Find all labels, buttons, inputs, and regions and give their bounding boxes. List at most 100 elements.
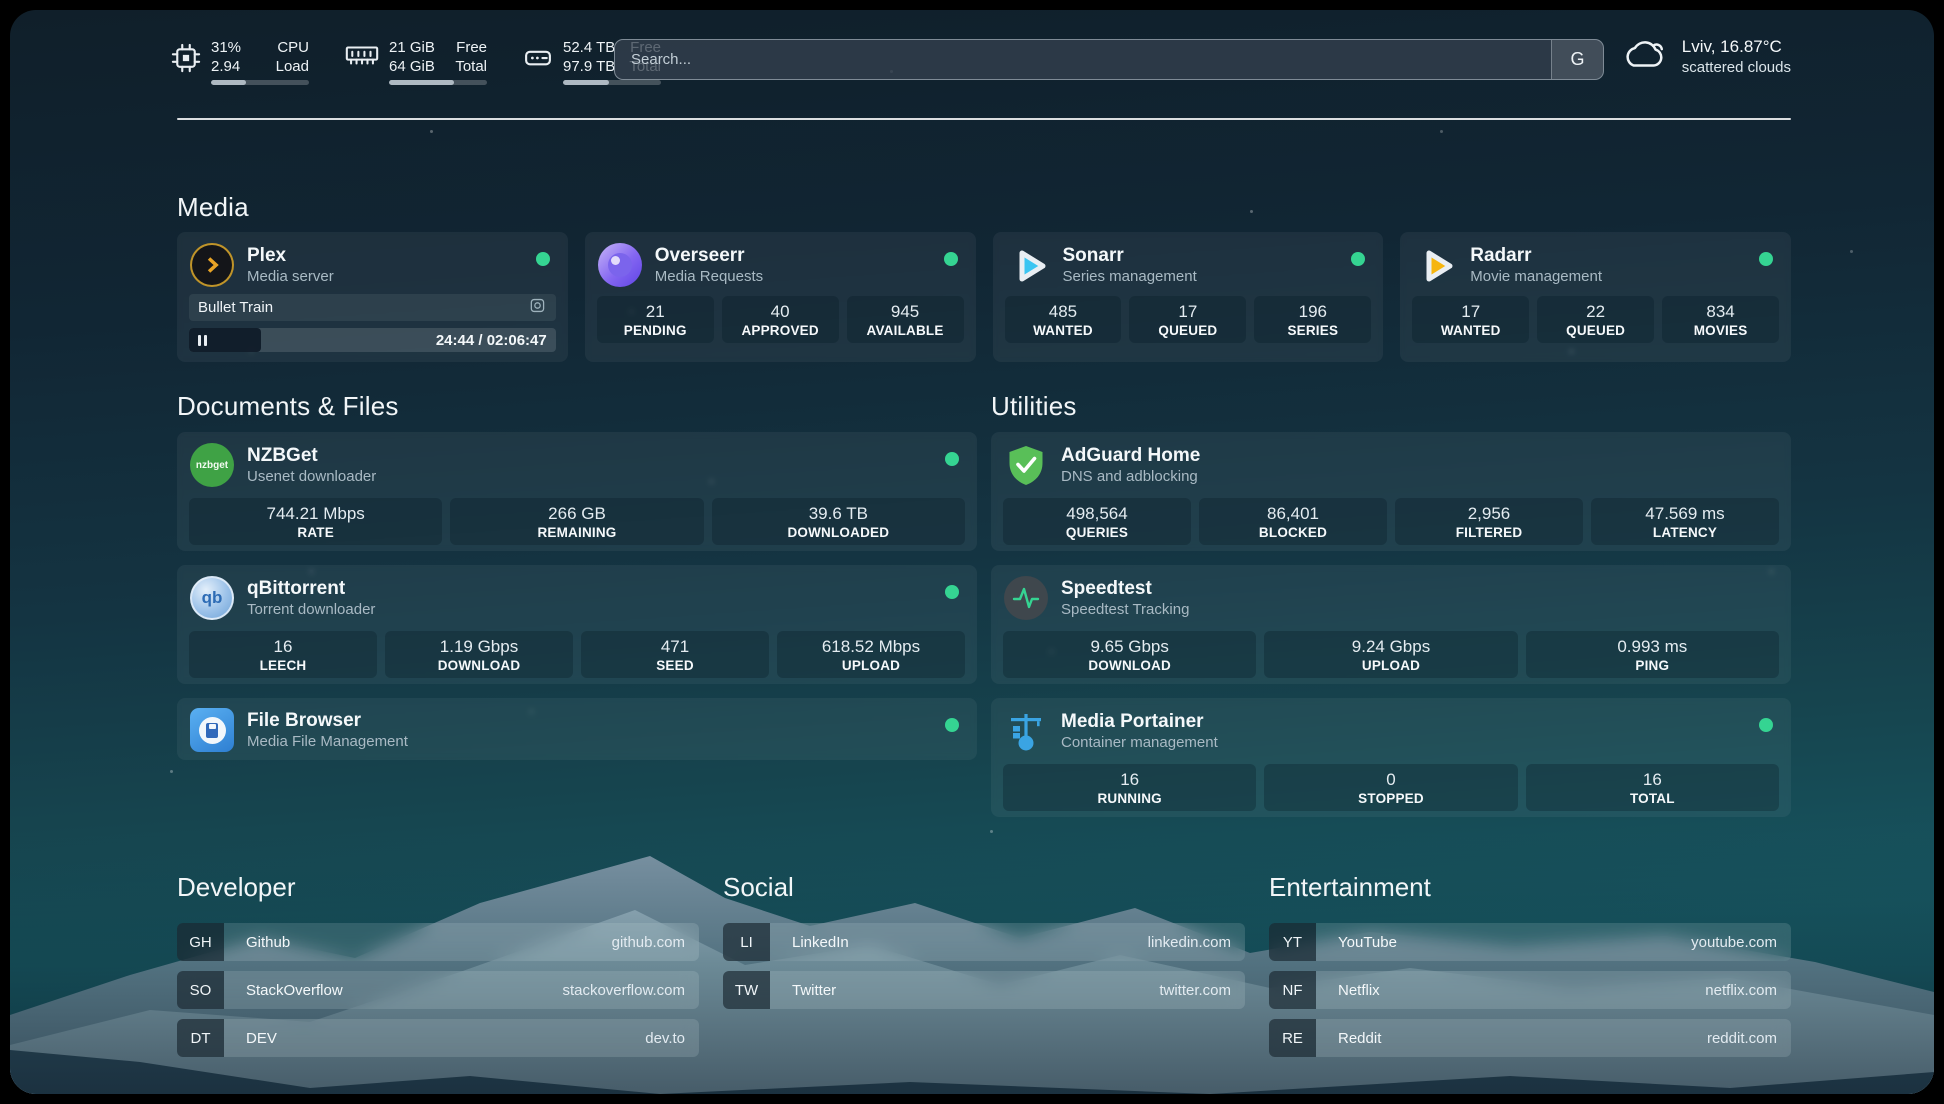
service-card-plex[interactable]: Plex Media server Bullet Train	[177, 232, 568, 362]
bookmark-netflix[interactable]: NF Netflix netflix.com	[1269, 971, 1791, 1009]
memory-total-label: Total	[455, 57, 487, 76]
stat-value: 266 GB	[450, 503, 703, 524]
service-card-portainer[interactable]: Media Portainer Container management 16R…	[991, 698, 1791, 817]
status-dot	[945, 718, 959, 732]
bookmark-name: YouTube	[1338, 923, 1397, 961]
stat-value: 945	[847, 301, 964, 322]
group-title-media: Media	[177, 192, 249, 223]
stat-value: 485	[1005, 301, 1122, 322]
cpu-usage-value: 31%	[211, 38, 241, 57]
stat-label: SERIES	[1254, 322, 1371, 340]
group-title-social: Social	[723, 872, 1245, 903]
stat-value: 40	[722, 301, 839, 322]
bookmark-linkedin[interactable]: LI LinkedIn linkedin.com	[723, 923, 1245, 961]
stat-label: RATE	[189, 524, 442, 542]
memory-total-value: 64 GiB	[389, 57, 435, 76]
stat-label: WANTED	[1005, 322, 1122, 340]
bookmark-abbr: DT	[177, 1019, 224, 1057]
bookmark-url: twitter.com	[1159, 971, 1245, 1009]
service-title: NZBGet	[247, 444, 376, 467]
bookmark-group-social: Social LI LinkedIn linkedin.com TW Twitt…	[723, 872, 1245, 1067]
stat-label: QUEUED	[1537, 322, 1654, 340]
cpu-icon	[171, 38, 201, 78]
group-title-entertainment: Entertainment	[1269, 872, 1791, 903]
service-card-qbittorrent[interactable]: qb qBittorrent Torrent downloader 16LEEC…	[177, 565, 977, 684]
stat-value: 9.24 Gbps	[1264, 636, 1517, 657]
status-dot	[536, 252, 550, 266]
stat-value: 2,956	[1395, 503, 1583, 524]
playback-time: 24:44 / 02:06:47	[436, 328, 547, 352]
top-bar: 31%CPU 2.94Load 21 GiBFree 64 Gi	[177, 32, 1791, 92]
stat-label: APPROVED	[722, 322, 839, 340]
sonarr-icon	[1005, 242, 1051, 288]
service-card-adguard[interactable]: AdGuard Home DNS and adblocking 498,564Q…	[991, 432, 1791, 551]
bookmark-name: Netflix	[1338, 971, 1380, 1009]
service-card-radarr[interactable]: Radarr Movie management 17WANTED 22QUEUE…	[1400, 232, 1791, 362]
status-dot	[945, 452, 959, 466]
memory-widget: 21 GiBFree 64 GiBTotal	[345, 38, 487, 85]
bookmark-abbr: SO	[177, 971, 224, 1009]
service-title: AdGuard Home	[1061, 444, 1200, 467]
stat-block: 498,564QUERIES	[1003, 498, 1191, 545]
service-card-overseerr[interactable]: Overseerr Media Requests 21PENDING 40APP…	[585, 232, 976, 362]
bookmark-name: DEV	[246, 1019, 277, 1057]
weather-widget[interactable]: Lviv, 16.87°C scattered clouds	[1622, 36, 1791, 77]
group-title-utilities: Utilities	[991, 391, 1077, 422]
nzbget-icon: nzbget	[189, 442, 235, 488]
overseerr-icon	[597, 242, 643, 288]
stat-value: 744.21 Mbps	[189, 503, 442, 524]
bookmark-github[interactable]: GH Github github.com	[177, 923, 699, 961]
stat-block: 945AVAILABLE	[847, 296, 964, 343]
stat-value: 1.19 Gbps	[385, 636, 573, 657]
adguard-icon	[1003, 442, 1049, 488]
bookmark-reddit[interactable]: RE Reddit reddit.com	[1269, 1019, 1791, 1057]
dashboard-panel: 31%CPU 2.94Load 21 GiBFree 64 Gi	[10, 10, 1934, 1094]
service-title: Sonarr	[1063, 244, 1197, 267]
bookmark-dev[interactable]: DT DEV dev.to	[177, 1019, 699, 1057]
stat-block: 471SEED	[581, 631, 769, 678]
bookmark-twitter[interactable]: TW Twitter twitter.com	[723, 971, 1245, 1009]
group-title-developer: Developer	[177, 872, 699, 903]
stat-block: 47.569 msLATENCY	[1591, 498, 1779, 545]
status-dot	[944, 252, 958, 266]
service-card-nzbget[interactable]: nzbget NZBGet Usenet downloader 744.21 M…	[177, 432, 977, 551]
stat-label: QUERIES	[1003, 524, 1191, 542]
portainer-icon	[1003, 708, 1049, 754]
filebrowser-icon	[189, 707, 235, 753]
stat-value: 0	[1264, 769, 1517, 790]
stat-label: UPLOAD	[777, 657, 965, 675]
status-dot	[1759, 252, 1773, 266]
media-card-row: Plex Media server Bullet Train	[177, 232, 1791, 362]
now-playing-title: Bullet Train	[198, 299, 528, 316]
stat-value: 16	[1526, 769, 1779, 790]
bookmark-stackoverflow[interactable]: SO StackOverflow stackoverflow.com	[177, 971, 699, 1009]
stat-label: STOPPED	[1264, 790, 1517, 808]
cloud-icon	[1622, 36, 1668, 77]
qbittorrent-icon: qb	[189, 575, 235, 621]
service-card-filebrowser[interactable]: File Browser Media File Management	[177, 698, 977, 760]
service-subtitle: Usenet downloader	[247, 467, 376, 486]
stat-value: 22	[1537, 301, 1654, 322]
service-card-sonarr[interactable]: Sonarr Series management 485WANTED 17QUE…	[993, 232, 1384, 362]
service-card-speedtest[interactable]: Speedtest Speedtest Tracking 9.65 GbpsDO…	[991, 565, 1791, 684]
stat-value: 9.65 Gbps	[1003, 636, 1256, 657]
search-provider-button[interactable]: G	[1551, 40, 1603, 79]
stat-label: PING	[1526, 657, 1779, 675]
disk-icon	[523, 38, 553, 78]
stat-label: MOVIES	[1662, 322, 1779, 340]
stat-block: 0STOPPED	[1264, 764, 1517, 811]
memory-icon	[345, 38, 379, 74]
stat-block: 485WANTED	[1005, 296, 1122, 343]
disk-progress-bar	[563, 80, 661, 85]
search-input[interactable]	[615, 40, 1551, 79]
stat-value: 0.993 ms	[1526, 636, 1779, 657]
bookmark-youtube[interactable]: YT YouTube youtube.com	[1269, 923, 1791, 961]
speedtest-icon	[1003, 575, 1049, 621]
bookmark-group-developer: Developer GH Github github.com SO StackO…	[177, 872, 699, 1067]
playback-progress-bar: 24:44 / 02:06:47	[189, 328, 556, 352]
bookmark-name: StackOverflow	[246, 971, 343, 1009]
bookmark-url: github.com	[612, 923, 699, 961]
cpu-load-value: 2.94	[211, 57, 240, 76]
stat-block: 22QUEUED	[1537, 296, 1654, 343]
service-subtitle: Movie management	[1470, 267, 1602, 286]
